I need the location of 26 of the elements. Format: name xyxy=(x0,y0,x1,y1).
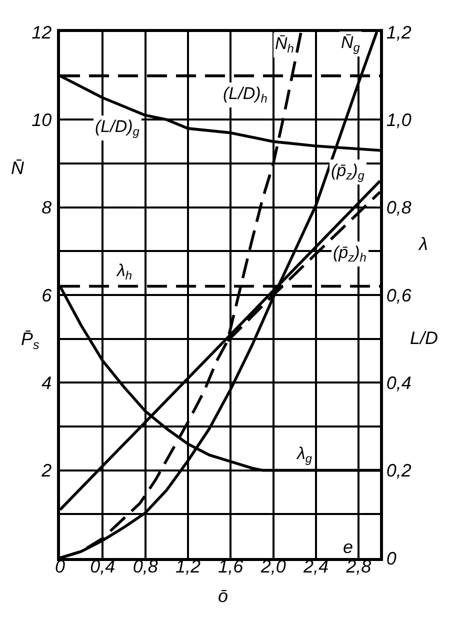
y2-tick-label: 0,2 xyxy=(386,460,412,481)
y-tick-label: 4 xyxy=(42,372,52,393)
annotation: e xyxy=(343,537,354,557)
series-label: λ$_{g}$ xyxy=(296,444,312,466)
x-axis-title: ō xyxy=(218,586,228,606)
y-tick-label: 2 xyxy=(40,460,52,481)
y2-tick-label: 1,0 xyxy=(386,110,412,130)
y-tick-label: 10 xyxy=(32,110,52,130)
y2-tick-label: 0,6 xyxy=(386,285,412,306)
series-label: (p̄$_{z}$)$_{g}$ xyxy=(331,161,365,183)
series-label: N̄$_{h}$ xyxy=(275,34,294,56)
series-label: (p̄$_{z}$)$_{h}$ xyxy=(333,243,367,265)
y-tick-label: 6 xyxy=(42,285,53,306)
y2-tick-label: 1,2 xyxy=(386,22,412,42)
text: L/D xyxy=(410,328,438,348)
series-label: (L/D)$_{h}$ xyxy=(223,84,268,106)
text: P̄$_{s}$ xyxy=(21,329,40,352)
series-label: N̄$_{g}$ xyxy=(341,33,360,55)
y2-tick-label: 0,8 xyxy=(386,198,412,218)
y2-tick-label: 0,4 xyxy=(386,372,412,393)
y-axis-title: N̄ xyxy=(11,158,25,178)
y-tick-label: 8 xyxy=(42,198,52,218)
y2-axis-title: λ xyxy=(418,234,428,254)
series-label: λ$_{h}$ xyxy=(116,261,132,283)
series-label: (L/D)$_{g}$ xyxy=(95,117,140,139)
y-tick-label: 12 xyxy=(32,22,52,42)
